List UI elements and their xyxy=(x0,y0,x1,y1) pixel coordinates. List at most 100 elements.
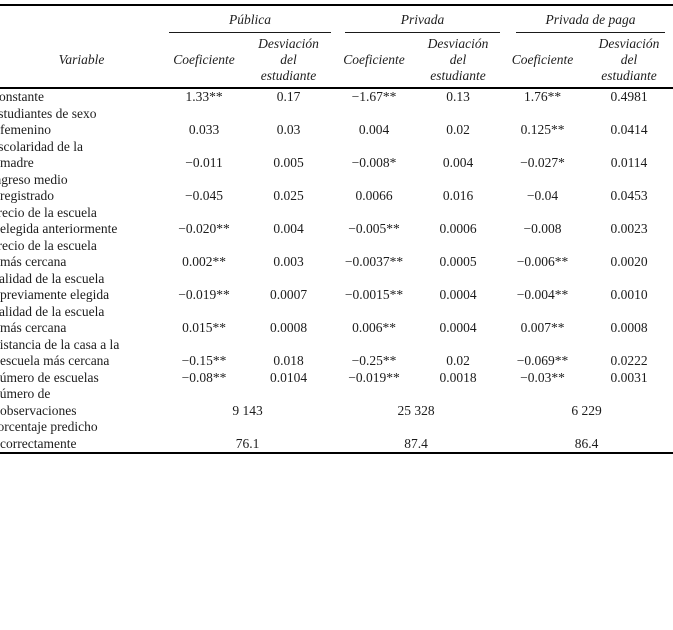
table-row: Calidad de la escuela previamente elegid… xyxy=(0,271,673,304)
cell-value: −0.005** xyxy=(348,221,400,236)
row-label: Ingreso medio registrado xyxy=(0,171,68,204)
cell-value: 0.0004 xyxy=(439,287,477,302)
column-header-row: Variable Coeficiente Desviación del estu… xyxy=(0,33,673,89)
cell-value: 0.02 xyxy=(446,353,470,368)
row-label: Escolaridad de la madre xyxy=(0,138,83,171)
cell-value: 87.4 xyxy=(332,419,500,454)
cell-value: 0.125** xyxy=(520,122,565,137)
cell-value: 0.0020 xyxy=(610,254,648,269)
cell-value: 0.002** xyxy=(182,254,226,269)
cell-value: 0.016 xyxy=(442,188,474,203)
cell-value: −0.019** xyxy=(348,369,400,385)
cell-value: 0.02 xyxy=(446,122,470,137)
cell-value: 0.018 xyxy=(273,353,304,368)
cell-value: −0.03** xyxy=(520,369,565,385)
cell-value: −0.027* xyxy=(520,155,565,170)
cell-value: 0.004 xyxy=(358,122,390,137)
table-row: Precio de la escuela más cercana 0.002**… xyxy=(0,238,673,271)
table-row: Precio de la escuela elegida anteriormen… xyxy=(0,205,673,238)
cell-value: 0.0023 xyxy=(610,221,648,236)
table-row-observations: Número de observaciones 9 143 25 328 6 2… xyxy=(0,386,673,419)
column-header-std-paga: Desviación del estudiante xyxy=(585,33,673,89)
cell-value: −0.0037** xyxy=(344,254,404,269)
cell-value: 1.76** xyxy=(523,89,562,104)
group-header-row: Pública Privada Privada de paga xyxy=(0,4,673,33)
row-label: Constante xyxy=(0,89,44,104)
cell-value: 0.0114 xyxy=(610,155,648,170)
cell-value: −0.0015** xyxy=(344,287,404,302)
cell-value: 0.0006 xyxy=(439,221,477,236)
cell-value: −0.25** xyxy=(351,353,397,368)
group-title-privada-de-paga: Privada de paga xyxy=(516,12,665,33)
cell-value: −0.004** xyxy=(516,287,569,302)
table-row: Número de escuelas −0.08** 0.0104 −0.019… xyxy=(0,370,673,387)
column-header-coefficient-privada: Coeficiente xyxy=(332,33,416,89)
cell-value: 86.4 xyxy=(500,419,673,454)
cell-value: −0.15** xyxy=(181,353,227,368)
cell-value: 0.007** xyxy=(520,320,565,335)
cell-value: 0.006** xyxy=(352,320,396,335)
row-label: Número de observaciones xyxy=(0,386,77,418)
row-label: Calidad de la escuela más cercana xyxy=(0,303,105,336)
cell-value: 76.1 xyxy=(163,419,332,454)
column-header-variable: Variable xyxy=(0,33,163,89)
row-label: Precio de la escuela más cercana xyxy=(0,237,97,270)
cell-value: 0.13 xyxy=(446,89,470,104)
row-label: Calidad de la escuela previamente elegid… xyxy=(0,270,110,303)
cell-value: 0.015** xyxy=(182,320,226,335)
row-label: Estudiantes de sexo femenino xyxy=(0,105,97,138)
cell-value: −0.006** xyxy=(516,254,569,269)
cell-value: −0.011 xyxy=(185,155,223,170)
cell-value: 0.0104 xyxy=(269,369,308,385)
cell-value: 0.003 xyxy=(273,254,304,269)
cell-value: 0.0222 xyxy=(610,353,648,368)
cell-value: 0.4981 xyxy=(610,89,648,104)
cell-value: 0.0414 xyxy=(610,122,648,137)
cell-value: 0.004 xyxy=(442,155,474,170)
column-header-coefficient-publica: Coeficiente xyxy=(163,33,245,89)
cell-value: 0.033 xyxy=(188,122,220,137)
group-header-privada: Privada xyxy=(332,4,500,33)
cell-value: −1.67** xyxy=(351,89,397,104)
table-row-percent-predicted: Porcentaje predicho correctamente 76.1 8… xyxy=(0,419,673,454)
cell-value: −0.020** xyxy=(178,221,230,236)
cell-value: 6 229 xyxy=(571,402,602,418)
cell-value: 0.0005 xyxy=(439,254,477,269)
cell-value: 0.0031 xyxy=(610,369,648,385)
cell-value: 0.03 xyxy=(276,122,301,137)
cell-value: −0.045 xyxy=(185,188,223,203)
cell-value: −0.069** xyxy=(516,353,569,368)
cell-value: −0.04 xyxy=(526,188,559,203)
table-row: Distancia de la casa a la escuela más ce… xyxy=(0,337,673,370)
table-row: Constante 1.33** 0.17 −1.67** 0.13 1.76*… xyxy=(0,88,673,106)
column-header-coefficient-paga: Coeficiente xyxy=(500,33,585,89)
cell-value: 0.0008 xyxy=(269,320,308,335)
cell-value: 25 328 xyxy=(397,402,435,418)
cell-value: −0.008* xyxy=(351,155,397,170)
table-row: Escolaridad de la madre −0.011 0.005 −0.… xyxy=(0,139,673,172)
row-label: Número de escuelas xyxy=(0,369,99,385)
cell-value: 0.0453 xyxy=(610,188,648,203)
row-label: Porcentaje predicho correctamente xyxy=(0,419,163,454)
cell-value: 0.0004 xyxy=(439,320,477,335)
cell-value: −0.019** xyxy=(178,287,230,302)
column-header-std-publica: Desviación del estudiante xyxy=(245,33,332,89)
cell-value: −0.008 xyxy=(523,221,562,236)
cell-value: 0.005 xyxy=(273,155,304,170)
group-title-privada: Privada xyxy=(345,12,500,33)
table-row: Calidad de la escuela más cercana 0.015*… xyxy=(0,304,673,337)
row-label: Distancia de la casa a la escuela más ce… xyxy=(0,336,120,369)
cell-value: 0.17 xyxy=(276,89,301,104)
cell-value: 0.0066 xyxy=(355,188,393,203)
cell-value: 0.0010 xyxy=(610,287,648,302)
cell-value: 0.0007 xyxy=(269,287,308,302)
regression-table: Pública Privada Privada de paga Variable… xyxy=(0,4,673,454)
table-row: Estudiantes de sexo femenino 0.033 0.03 … xyxy=(0,106,673,139)
cell-value: 9 143 xyxy=(232,402,263,418)
group-header-privada-de-paga: Privada de paga xyxy=(500,4,673,33)
group-header-spacer xyxy=(0,4,163,33)
cell-value: 1.33** xyxy=(185,89,223,104)
table-row: Ingreso medio registrado −0.045 0.025 0.… xyxy=(0,172,673,205)
cell-value: 0.0008 xyxy=(610,320,648,335)
